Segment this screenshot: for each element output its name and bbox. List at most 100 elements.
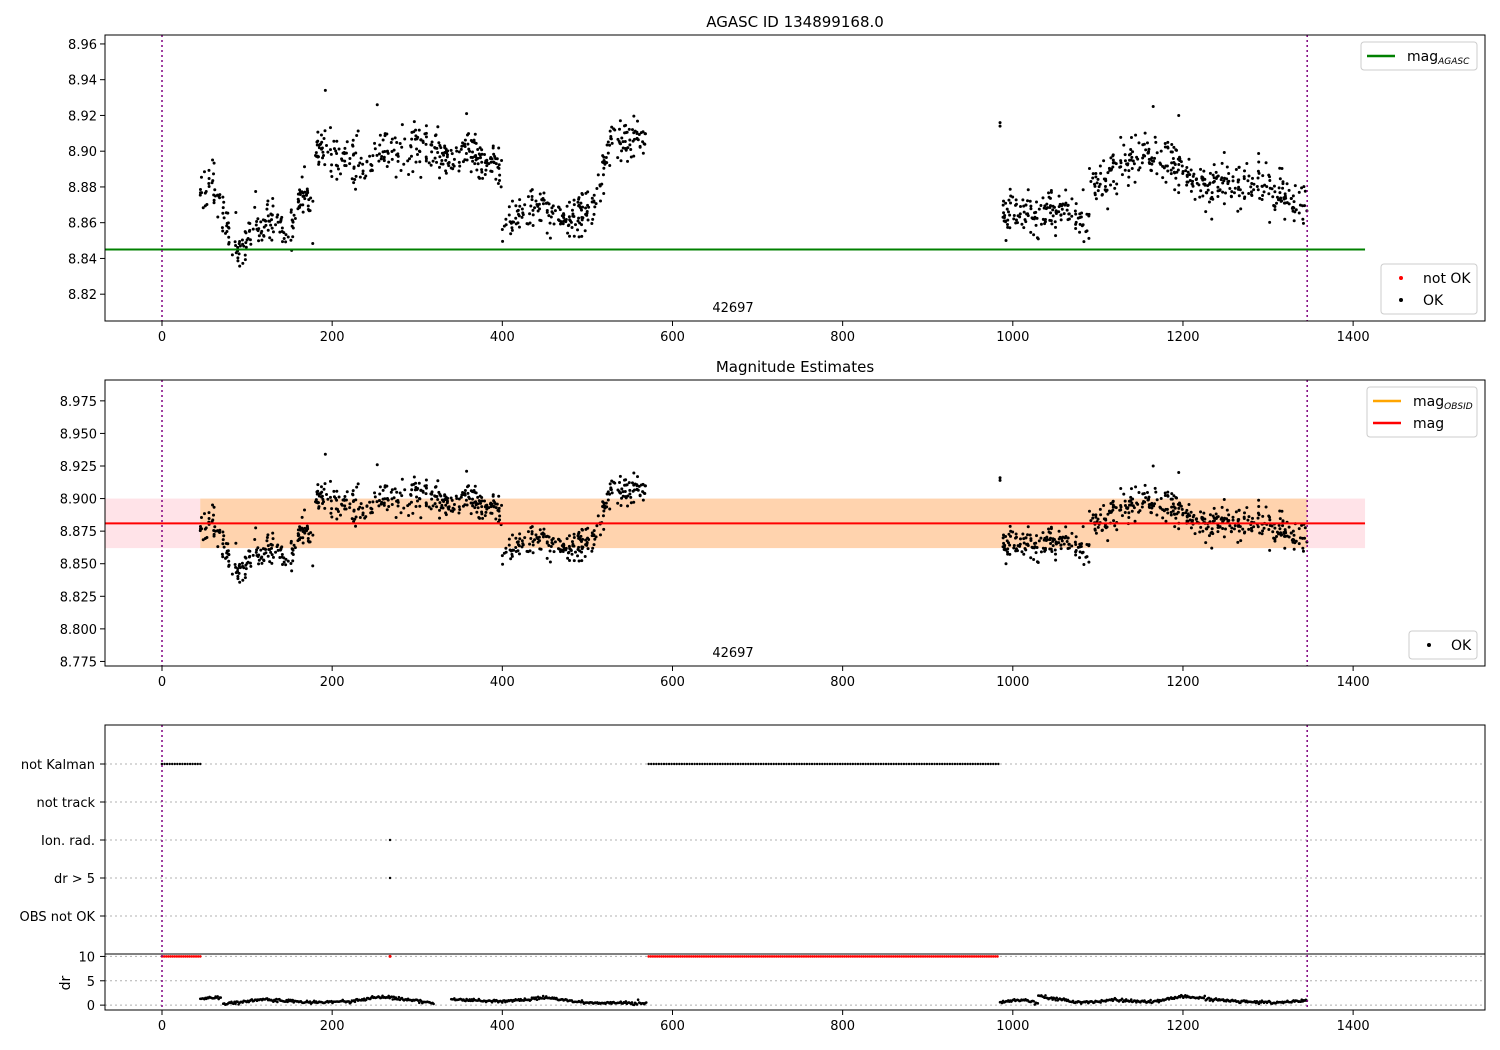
ok-point [1041, 546, 1045, 550]
flag-point [869, 762, 872, 766]
ok-point [454, 494, 458, 498]
ok-point [1190, 182, 1194, 186]
ok-point [390, 157, 394, 161]
ok-point [315, 140, 319, 144]
ok-point [1028, 199, 1032, 203]
ok-point [1220, 516, 1224, 520]
ok-point [1250, 528, 1254, 532]
ok-point [234, 244, 238, 248]
ok-point [1292, 206, 1296, 210]
ok-point [238, 264, 242, 268]
ok-point [290, 569, 294, 573]
dr-red-marker [830, 955, 833, 958]
ok-point [289, 210, 293, 214]
ok-point [540, 532, 544, 536]
ok-point [321, 497, 325, 501]
ok-point [998, 121, 1002, 125]
ok-point [1153, 135, 1157, 139]
x-tick-label: 1200 [1166, 1019, 1199, 1034]
ok-point [1009, 194, 1013, 198]
ok-point [479, 156, 483, 160]
ok-point [332, 139, 336, 143]
ok-point [238, 562, 242, 566]
ok-point [1127, 175, 1131, 179]
ok-point [545, 201, 549, 205]
ok-point [1204, 527, 1208, 531]
ok-point [584, 212, 588, 216]
ok-point [518, 198, 522, 202]
ok-point [470, 140, 474, 144]
ok-point [1051, 208, 1055, 212]
ok-point [1172, 512, 1176, 516]
flag-point [946, 762, 949, 766]
ok-point [536, 537, 540, 541]
ok-point [430, 150, 434, 154]
ok-point [1024, 220, 1028, 224]
ok-point [572, 536, 576, 540]
ok-point [1170, 161, 1174, 165]
ok-point [308, 540, 312, 544]
ok-point [1032, 233, 1036, 237]
ok-point [1049, 219, 1053, 223]
ok-point [1201, 194, 1205, 198]
ok-point [608, 164, 612, 168]
ok-point [256, 229, 260, 233]
ok-point [616, 501, 620, 505]
ok-point [254, 526, 258, 530]
ok-point [1202, 511, 1206, 515]
ok-point [1220, 176, 1224, 180]
ok-point [1163, 491, 1167, 495]
ok-point [1230, 526, 1234, 530]
ok-point [439, 506, 443, 510]
ok-point [1159, 506, 1163, 510]
ok-point [392, 148, 396, 152]
ok-point [415, 495, 419, 499]
ok-point [586, 190, 590, 194]
ok-point [394, 175, 398, 179]
ok-point [412, 475, 416, 479]
ok-point [1154, 490, 1158, 494]
ok-point [265, 207, 269, 211]
ok-point [1230, 190, 1234, 194]
ok-point [284, 563, 288, 567]
ok-point [241, 261, 245, 265]
ok-point [316, 155, 320, 159]
flag-point [815, 762, 819, 766]
dr-red-marker [832, 955, 836, 958]
ok-point [400, 477, 404, 481]
ok-point [343, 159, 347, 163]
ok-point [1035, 560, 1039, 564]
dr-point [1202, 996, 1206, 1000]
ok-point [1177, 163, 1181, 167]
x-tick-label: 1400 [1337, 1019, 1370, 1034]
dr-tick-label: 10 [78, 950, 95, 965]
ok-point [497, 166, 501, 170]
ok-point [494, 177, 498, 181]
ok-point [632, 500, 636, 504]
ok-point [1065, 539, 1069, 543]
ok-point [1150, 506, 1154, 510]
ok-point [590, 549, 594, 553]
ok-point [1081, 550, 1085, 554]
dr-red-marker [977, 955, 980, 958]
ok-point [438, 176, 442, 180]
ok-point [212, 201, 216, 205]
ok-point [450, 498, 454, 502]
flag-point [836, 762, 839, 766]
ok-point [1024, 548, 1028, 552]
ok-point [1006, 541, 1010, 545]
dr-red-marker [781, 955, 784, 958]
ok-point [601, 154, 605, 158]
ok-point [1171, 157, 1175, 161]
ok-point [328, 148, 332, 152]
dr-red-marker [879, 955, 882, 958]
ok-point [1294, 208, 1298, 212]
ok-point [1006, 225, 1010, 229]
dr-red-marker [936, 955, 940, 958]
ok-point [1166, 494, 1170, 498]
ok-point [1081, 188, 1085, 192]
ok-point [623, 140, 627, 144]
ok-point [478, 494, 482, 498]
ok-point [443, 498, 447, 502]
ok-point [457, 505, 461, 509]
